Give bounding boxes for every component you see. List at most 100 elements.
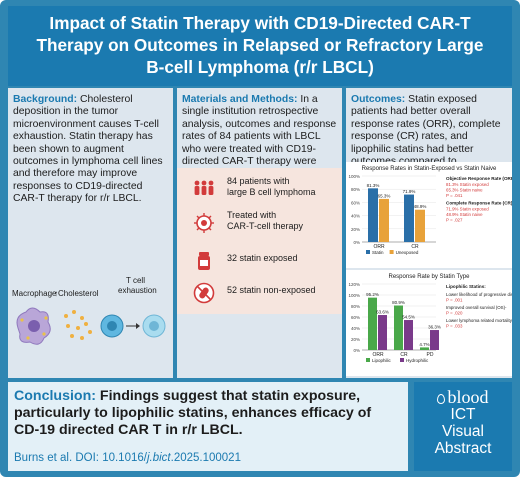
bar (394, 305, 403, 350)
data-label: 54.5% (402, 315, 415, 320)
data-label: 71.9% (403, 189, 416, 194)
citation-suffix: .2025.100021 (170, 452, 241, 464)
data-label: 65.3% (378, 193, 391, 198)
background-body: Cholesterol deposition in the tumor micr… (13, 94, 163, 205)
bar (404, 320, 413, 350)
annotation-line: 65.3% Statin naive (446, 188, 483, 193)
title-line: B-cell Lymphoma (r/r LBCL) (146, 57, 374, 77)
annotation-line: P = .027 (446, 218, 463, 223)
annotation-line: P = .041 (446, 193, 463, 198)
methods-heading: Materials and Methods: (182, 94, 298, 105)
legend-label: Statin (372, 250, 384, 255)
tick-label: 0% (353, 240, 360, 245)
tcell-schematic: Macrophage ↑Cholesterol T cell exhaustio… (12, 276, 166, 345)
citation-prefix: Burns et al. DOI: 10.1016/ (14, 452, 147, 464)
data-label: 4.7% (419, 342, 429, 347)
tick-label: 80% (351, 187, 360, 192)
tick-label: 40% (351, 214, 360, 219)
patients-label: 84 patients with large B cell lymphoma (227, 176, 316, 198)
legend-label: Hydrophilic (406, 358, 429, 363)
journal-badge: blood ICT Visual Abstract (414, 382, 512, 471)
conclusion-line: CD-19 directed CAR T in r/r LBCL. (14, 422, 243, 438)
pill-bottle-icon (198, 252, 210, 270)
conclusion-line: Findings suggest that statin exposure, (99, 388, 361, 404)
methods-summary-box: 84 patients with large B cell lymphoma T… (177, 168, 342, 314)
list-item: 84 patients with large B cell lymphoma (187, 176, 337, 204)
page-title: Impact of Statin Therapy with CD19-Direc… (8, 6, 512, 86)
data-label: 95.2% (366, 292, 379, 297)
cholesterol-icon (64, 310, 92, 340)
annotation-line: P = .033 (446, 324, 463, 329)
tick-label: 100% (348, 293, 360, 298)
patients-icon (194, 180, 214, 195)
legend-label: Lipophilic (372, 358, 392, 363)
annotation-line: 81.3% Statin exposed (446, 182, 489, 187)
brand-text: blood (447, 387, 489, 407)
tick-label: 20% (351, 337, 360, 342)
legend-swatch (389, 250, 394, 254)
tick-label: 100% (348, 174, 360, 179)
outcomes-panel: Outcomes: Statin exposed patients had be… (346, 88, 512, 378)
legend-swatch (400, 358, 404, 362)
bar (378, 315, 387, 350)
item-line: 52 statin non-exposed (227, 285, 316, 295)
tick-label: 60% (351, 315, 360, 320)
statin-type-chart: Response Rate by Statin Type 0% 20% 40% 60% 8… (346, 270, 512, 376)
tick-label: 120% (348, 282, 360, 287)
exhaustion-label: exhaustion (118, 286, 157, 295)
data-label: 36.3% (428, 325, 441, 330)
title-line: Impact of Statin Therapy with CD19-Direc… (49, 13, 471, 33)
badge-line: Visual (442, 423, 484, 440)
bar (379, 198, 389, 242)
car-t-cell-icon (194, 213, 214, 233)
background-panel: Background: Cholesterol deposition in th… (8, 88, 173, 378)
category-label: ORR (373, 244, 385, 250)
bar (415, 209, 425, 242)
tcell-icon (100, 314, 166, 338)
bar (430, 330, 439, 350)
badge-line: ICT (450, 406, 476, 423)
legend-swatch (366, 250, 370, 254)
legend-label: Unexposed (396, 250, 419, 255)
chart-title: Response Rate by Statin Type (389, 274, 471, 280)
bar (404, 194, 414, 242)
bar (368, 297, 377, 350)
conclusion-line: particularly to lipophilic statins, enha… (14, 405, 372, 421)
item-line: 32 statin exposed (227, 253, 298, 263)
bar (420, 347, 429, 350)
background-heading: Background: (13, 94, 78, 105)
annotation-line: P = .001 (446, 298, 463, 303)
statin-nonexposed-label: 52 statin non-exposed (227, 285, 316, 296)
data-label: 63.6% (376, 310, 389, 315)
annotation-line: Improved overall survival (OS)- (446, 305, 507, 310)
data-label: 48.9% (414, 204, 427, 209)
tick-label: 60% (351, 200, 360, 205)
category-label: CR (400, 352, 408, 358)
citation-journal: j.bict (146, 452, 171, 464)
list-item: 52 statin non-exposed (187, 280, 337, 308)
tick-label: 20% (351, 227, 360, 232)
statin-exposed-label: 32 statin exposed (227, 253, 298, 264)
tick-label: 80% (351, 304, 360, 309)
conclusion-panel: Conclusion: Findings suggest that statin… (8, 382, 408, 471)
item-line: 84 patients with (227, 176, 290, 186)
title-line: Therapy on Outcomes in Relapsed or Refra… (36, 35, 484, 55)
citation[interactable]: Burns et al. DOI: 10.1016/j.bict.2025.10… (14, 452, 241, 464)
conclusion-text: Conclusion: Findings suggest that statin… (14, 388, 402, 439)
annotation-line: Lower likelihood of progressive disease- (446, 292, 512, 297)
car-t-label: Treated with CAR-T-cell therapy (227, 210, 303, 232)
data-label: 80.9% (392, 300, 405, 305)
category-label: PD (427, 352, 434, 358)
macrophage-icon (16, 307, 51, 345)
list-item: Treated with CAR-T-cell therapy (187, 210, 337, 238)
macrophage-label: Macrophage (12, 289, 57, 298)
blood-logo: blood (414, 388, 512, 406)
chart-title: Response Rates in Statin-Exposed vs Stat… (362, 166, 497, 172)
badge-line: Abstract (434, 440, 492, 457)
tcell-label: T cell (126, 276, 145, 285)
bar (368, 188, 378, 242)
blood-drop-icon (437, 394, 446, 404)
tick-label: 0% (353, 348, 360, 353)
response-rate-chart: Response Rates in Statin-Exposed vs Stat… (346, 162, 512, 268)
background-text: Background: Cholesterol deposition in th… (13, 94, 168, 206)
